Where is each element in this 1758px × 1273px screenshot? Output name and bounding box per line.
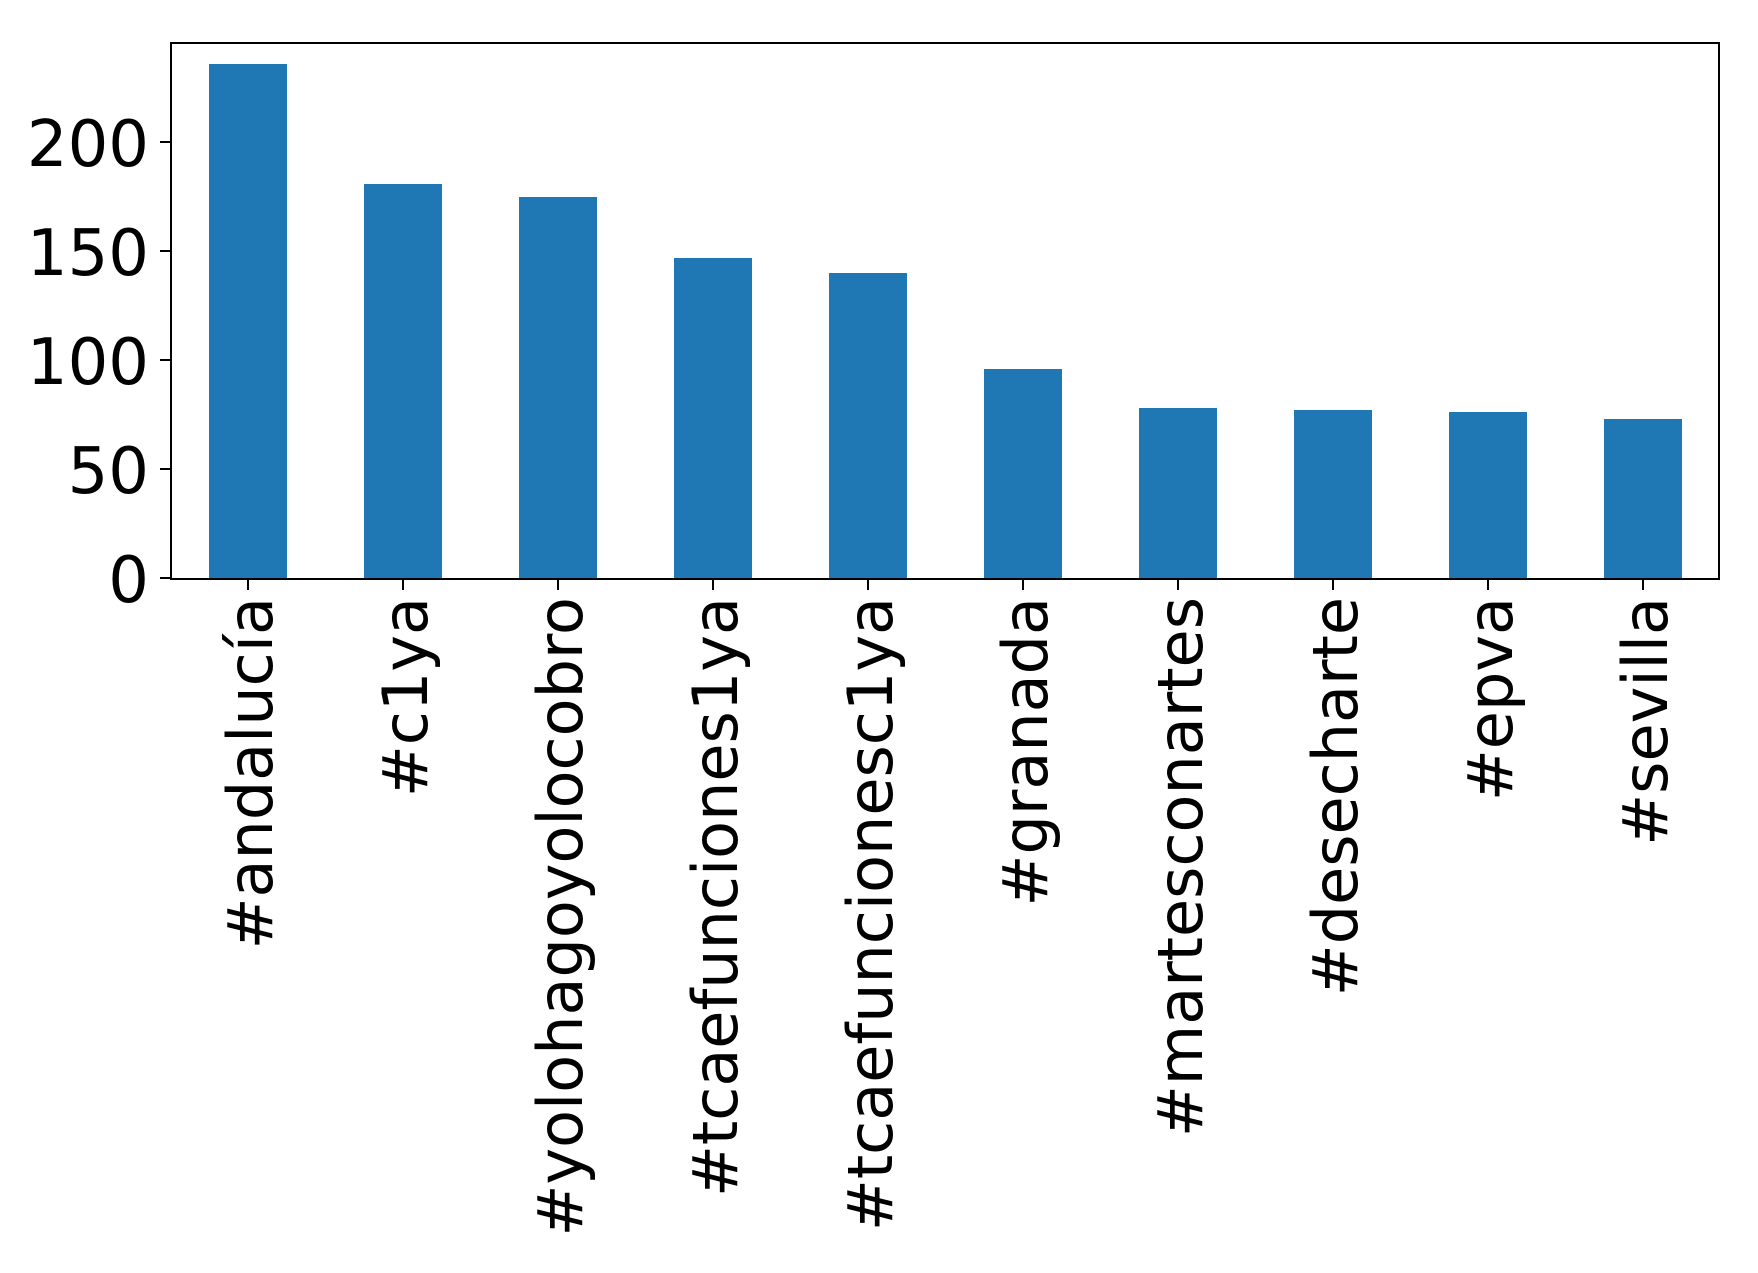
- x-tick-mark: [556, 580, 559, 590]
- x-tick-mark: [1641, 580, 1644, 590]
- bar: [208, 63, 287, 578]
- bar: [518, 196, 597, 578]
- plot-area: [170, 42, 1720, 580]
- y-tick-mark: [160, 250, 170, 253]
- x-tick-label: #andalucía: [213, 597, 287, 950]
- x-tick-mark: [711, 580, 714, 590]
- x-tick-mark: [1486, 580, 1489, 590]
- x-tick-label: #sevilla: [1608, 597, 1682, 846]
- bar: [1603, 418, 1682, 578]
- y-tick-label: 50: [67, 435, 149, 510]
- bar: [673, 257, 752, 578]
- x-tick-mark: [401, 580, 404, 590]
- x-tick-label: #martesconartes: [1143, 597, 1217, 1138]
- x-tick-label: #tcaefunciones1ya: [678, 597, 752, 1198]
- x-tick-mark: [246, 580, 249, 590]
- y-tick-label: 0: [108, 544, 149, 619]
- bar: [1293, 410, 1372, 578]
- y-tick-mark: [160, 141, 170, 144]
- bar: [363, 183, 442, 578]
- x-tick-label: #granada: [988, 597, 1062, 907]
- x-tick-label: #yolohagoyolocobro: [523, 597, 597, 1237]
- x-tick-label: #desecharte: [1298, 597, 1372, 997]
- x-tick-label: #tcaefuncionesc1ya: [833, 597, 907, 1232]
- y-tick-label: 150: [26, 217, 149, 292]
- y-tick-mark: [160, 468, 170, 471]
- x-tick-mark: [1021, 580, 1024, 590]
- bar: [1448, 412, 1527, 578]
- x-tick-label: #c1ya: [368, 597, 442, 798]
- x-tick-mark: [866, 580, 869, 590]
- y-tick-label: 100: [26, 326, 149, 401]
- y-tick-label: 200: [26, 108, 149, 183]
- y-tick-mark: [160, 577, 170, 579]
- x-tick-label: #epva: [1453, 597, 1527, 802]
- bar: [828, 272, 907, 578]
- bar: [1138, 408, 1217, 578]
- bar: [983, 368, 1062, 578]
- x-tick-mark: [1331, 580, 1334, 590]
- y-tick-mark: [160, 359, 170, 362]
- x-tick-mark: [1176, 580, 1179, 590]
